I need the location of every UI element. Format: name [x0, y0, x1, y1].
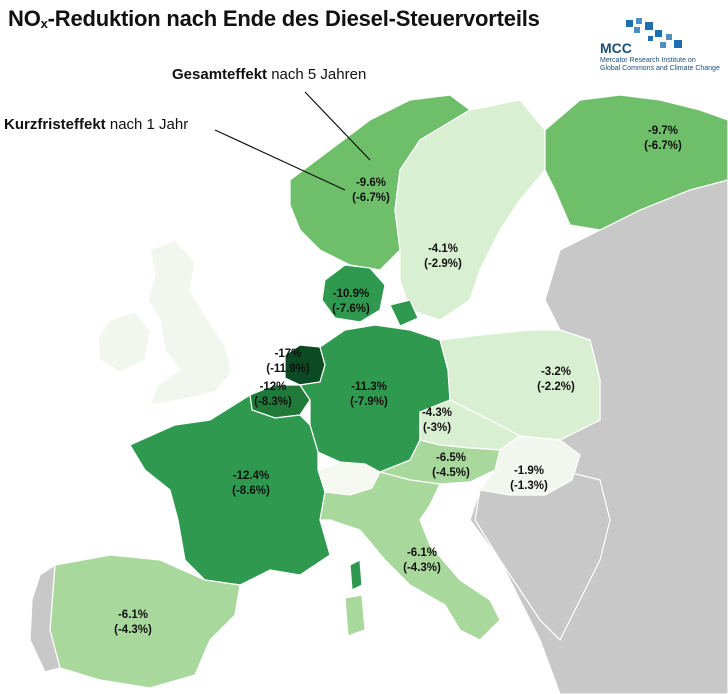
- leader-total: [304, 91, 371, 161]
- value-short-netherlands: (-11.9%): [266, 363, 310, 375]
- region-denmark-islands: [389, 299, 419, 327]
- value-total-czechia: -4.3%: [422, 407, 452, 419]
- value-total-poland: -3.2%: [541, 366, 571, 378]
- value-short-sweden: (-2.9%): [424, 258, 462, 270]
- legend-short: Kurzfristeffekt nach 1 Jahr: [4, 116, 189, 133]
- value-total-italy: -6.1%: [407, 547, 437, 559]
- value-total-spain: -6.1%: [118, 609, 148, 621]
- region-corsica: [349, 559, 363, 591]
- value-total-france: -12.4%: [233, 470, 269, 482]
- value-short-hungary: (-1.3%): [510, 480, 548, 492]
- region-sardinia: [344, 594, 366, 637]
- value-short-finland: (-6.7%): [644, 140, 682, 152]
- mcc-logo-subtitle: Mercator Research Institute on Global Com…: [600, 57, 720, 72]
- value-short-germany: (-7.9%): [350, 396, 388, 408]
- region-sweden: [394, 99, 546, 321]
- region-ireland: [97, 311, 151, 373]
- mcc-logo-mark: [626, 18, 682, 48]
- value-short-belgium: (-8.3%): [254, 396, 292, 408]
- mcc-logo: MCC Mercator Research Institute on Global…: [600, 18, 726, 78]
- region-denmark: [321, 264, 386, 323]
- region-italy: [319, 471, 501, 641]
- value-total-denmark: -10.9%: [333, 288, 369, 300]
- region-uk: [147, 239, 233, 406]
- value-total-norway: -9.6%: [356, 177, 386, 189]
- value-total-finland: -9.7%: [648, 125, 678, 137]
- value-short-norway: (-6.7%): [352, 192, 390, 204]
- value-total-sweden: -4.1%: [428, 243, 458, 255]
- value-short-austria: (-4.5%): [432, 467, 470, 479]
- value-short-france: (-8.6%): [232, 485, 270, 497]
- value-short-spain: (-4.3%): [114, 624, 152, 636]
- page-title: NOx-Reduktion nach Ende des Diesel-Steue…: [8, 6, 540, 31]
- region-finland: [544, 94, 728, 231]
- leader-short: [214, 129, 346, 191]
- mcc-logo-name: MCC: [600, 40, 632, 56]
- value-short-czechia: (-3%): [423, 422, 451, 434]
- legend-total: Gesamteffekt nach 5 Jahren: [172, 66, 367, 83]
- region-hungary: [478, 435, 581, 496]
- region-portugal: [29, 563, 61, 673]
- value-total-germany: -11.3%: [351, 381, 387, 393]
- value-total-belgium: -12%: [260, 381, 287, 393]
- value-total-netherlands: -17%: [275, 348, 302, 360]
- value-labels: -9.6% (-6.7%) -9.7% (-6.7%) -4.1% (-2.9%) -10.…: [114, 125, 682, 636]
- value-total-austria: -6.5%: [436, 452, 466, 464]
- value-short-italy: (-4.3%): [403, 562, 441, 574]
- value-short-denmark: (-7.6%): [332, 303, 370, 315]
- value-total-hungary: -1.9%: [514, 465, 544, 477]
- value-short-poland: (-2.2%): [537, 381, 575, 393]
